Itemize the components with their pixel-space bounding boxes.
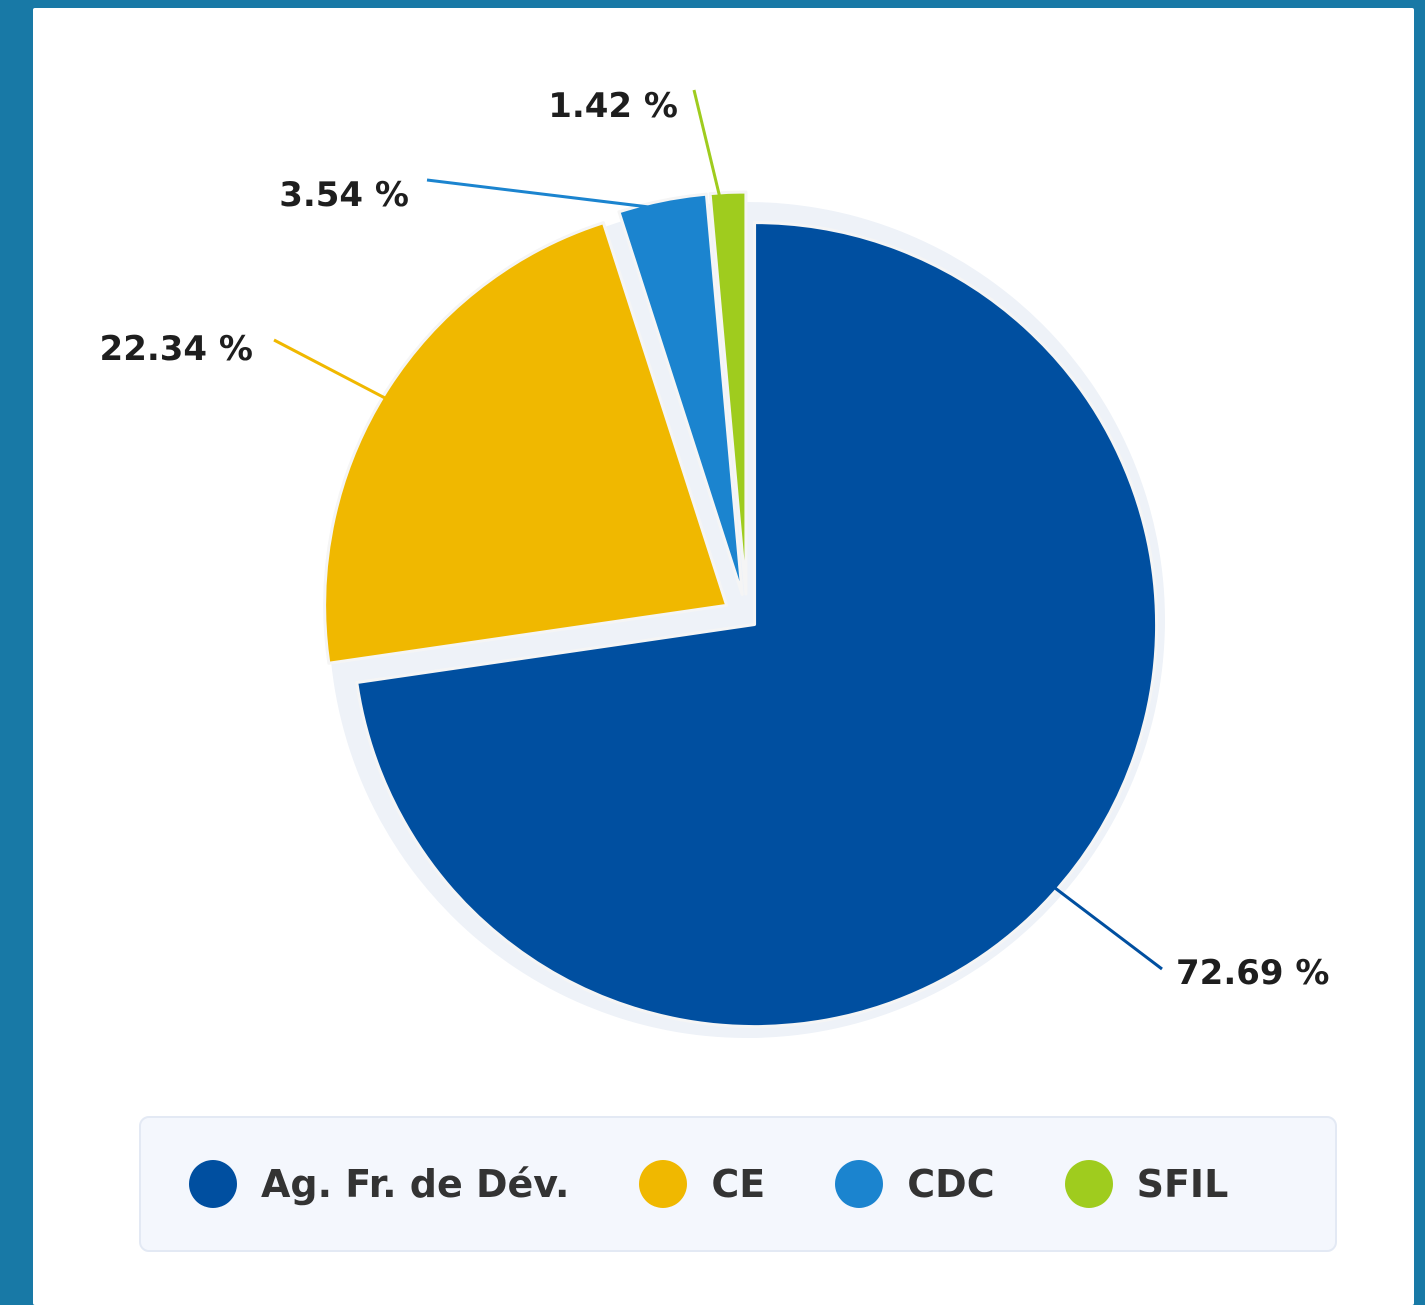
- legend-item-sfil[interactable]: SFIL: [1064, 1160, 1229, 1208]
- legend-label: CDC: [907, 1162, 995, 1206]
- legend-marker: [1064, 1160, 1113, 1208]
- pie-chart: 72.69 % 22.34 % 3.54 % 1.42 %: [100, 86, 1330, 1038]
- pie-slices: [323, 190, 1165, 1038]
- label-connector: [1054, 886, 1163, 971]
- chart-card: 72.69 % 22.34 % 3.54 % 1.42 % Ag. Fr. de Dé…: [33, 8, 1414, 1305]
- data-label: 3.54 %: [279, 175, 409, 215]
- data-labels: 72.69 % 22.34 % 3.54 % 1.42 %: [100, 86, 1330, 993]
- legend-label: CE: [711, 1162, 766, 1206]
- label-connector: [273, 338, 386, 400]
- data-label: 72.69 %: [1176, 953, 1329, 993]
- label-connectors: [273, 89, 1163, 971]
- pie-slice-cdc[interactable]: [617, 192, 744, 596]
- legend-marker: [639, 1160, 688, 1208]
- data-label: 1.42 %: [548, 86, 678, 126]
- pie-slice-sfil[interactable]: [708, 190, 748, 596]
- legend-item-cdc[interactable]: CDC: [835, 1160, 995, 1208]
- pie-slice-ag-fr-de-d-v[interactable]: [355, 221, 1159, 1029]
- legend-marker: [189, 1160, 237, 1208]
- label-connector: [692, 89, 722, 199]
- legend-label: SFIL: [1136, 1162, 1229, 1206]
- data-label: 22.34 %: [100, 329, 253, 369]
- legend-marker: [835, 1160, 884, 1208]
- chart-legend: Ag. Fr. de Dév. CE CDC SFIL: [139, 1116, 1337, 1252]
- pie-slice-ce[interactable]: [323, 221, 729, 665]
- legend-item-ce[interactable]: CE: [639, 1160, 765, 1208]
- legend-item-ag-fr-de-dev[interactable]: Ag. Fr. de Dév.: [189, 1160, 569, 1208]
- legend-label: Ag. Fr. de Dév.: [261, 1162, 570, 1206]
- label-connector: [426, 178, 658, 210]
